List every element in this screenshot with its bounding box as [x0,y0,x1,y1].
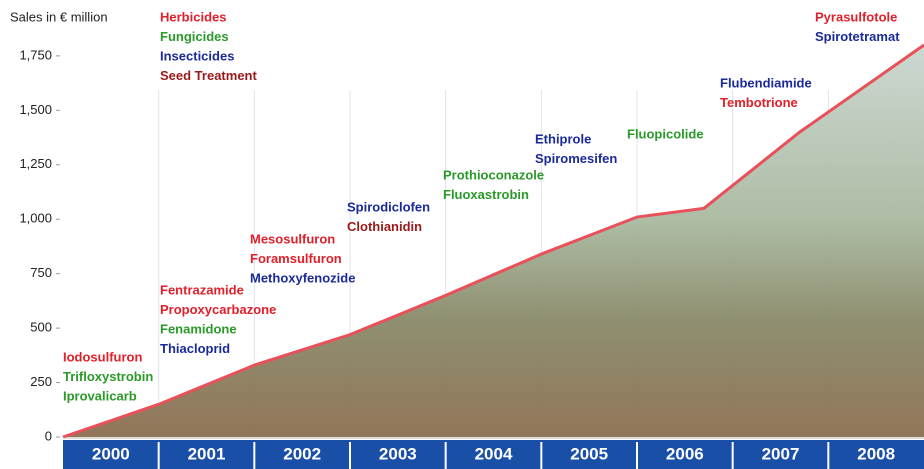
y-tick-label: 1,000 [19,211,52,226]
y-tick-label: 1,500 [19,102,52,117]
y-tick-label: 750 [30,265,52,280]
x-tick-label: 2005 [570,444,608,463]
product-annotation: Fluopicolide [627,126,704,141]
x-tick-label: 2000 [92,444,130,463]
product-annotation: Clothianidin [347,219,422,234]
x-tick-label: 2008 [857,444,895,463]
y-tick-label: 250 [30,374,52,389]
product-annotation: Mesosulfuron [250,231,335,246]
y-tick-label: 1,750 [19,47,52,62]
product-annotation: Ethiprole [535,131,591,146]
product-annotation: Propoxycarbazone [160,302,276,317]
x-tick-label: 2001 [188,444,226,463]
x-tick-label: 2006 [666,444,704,463]
x-tick-label: 2002 [283,444,321,463]
product-annotation: Spirotetramat [815,29,900,44]
product-annotation: Fluoxastrobin [443,187,529,202]
chart: Sales in € million 0 250 500 750 1,000 1,250 1… [0,0,924,469]
y-tick-label: 0 [45,428,52,443]
product-annotation: Iprovalicarb [63,388,137,403]
legend-entry: Insecticides [160,48,234,63]
product-annotation: Fenamidone [160,321,237,336]
x-tick-label: 2003 [379,444,417,463]
product-annotation: Foramsulfuron [250,251,342,266]
product-annotation: Spiromesifen [535,151,617,166]
legend-entry: Herbicides [160,9,226,24]
y-tick-label: 500 [30,320,52,335]
y-tick-label: 1,250 [19,156,52,171]
product-annotation: Tembotrione [720,95,798,110]
legend-entry: Fungicides [160,29,229,44]
product-annotation: Iodosulfuron [63,349,142,364]
y-axis-label: Sales in € million [10,9,108,24]
product-annotation: Trifloxystrobin [63,369,153,384]
product-annotation: Thiacloprid [160,341,230,356]
product-annotation: Fentrazamide [160,282,244,297]
x-tick-label: 2004 [475,444,513,463]
product-annotation: Pyrasulfotole [815,9,897,24]
x-tick-label: 2007 [762,444,800,463]
legend-entry: Seed Treatment [160,68,257,83]
product-annotation: Methoxyfenozide [250,270,355,285]
product-annotation: Prothioconazole [443,167,544,182]
product-annotation: Flubendiamide [720,75,812,90]
product-annotation: Spirodiclofen [347,199,430,214]
